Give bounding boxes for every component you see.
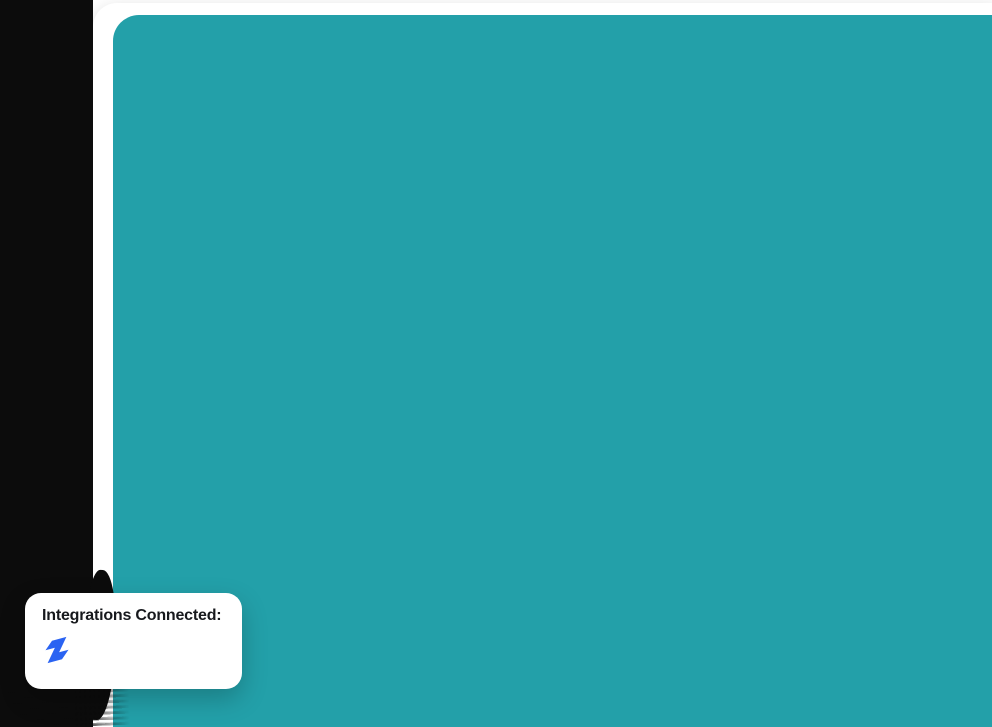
dashboard-canvas — [113, 15, 992, 727]
scribble-streaks — [0, 687, 133, 727]
integrations-title: Integrations Connected: — [42, 607, 222, 624]
supermetrics-logo-icon — [42, 635, 72, 665]
integrations-card: Integrations Connected: — [25, 593, 242, 689]
